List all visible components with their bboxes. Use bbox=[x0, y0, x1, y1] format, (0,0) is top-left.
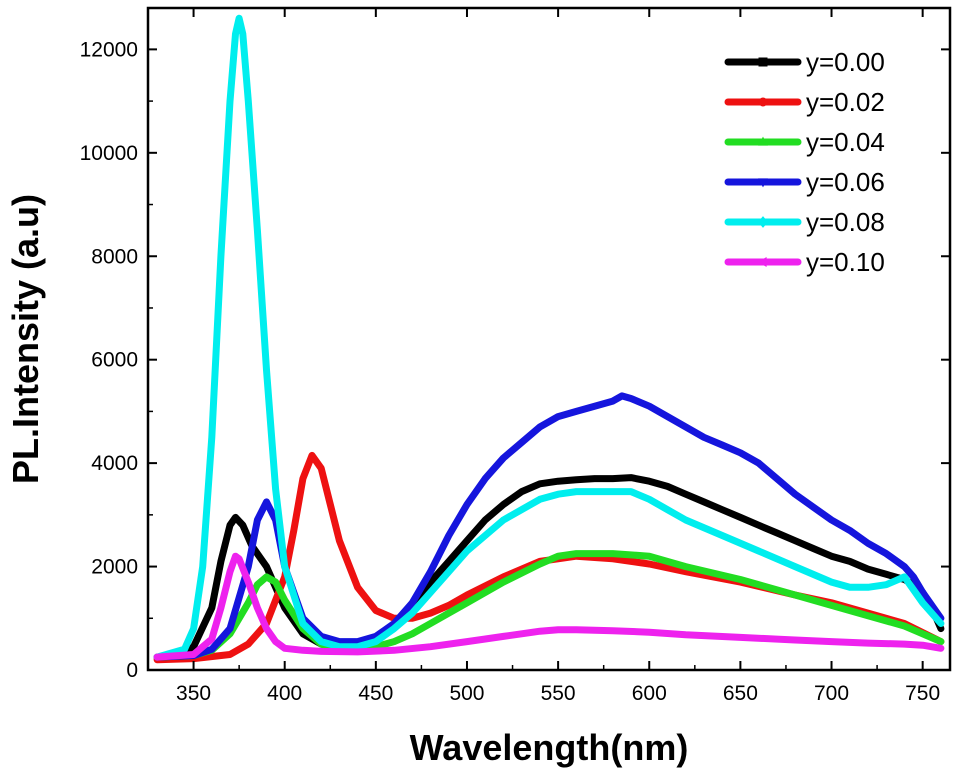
y-tick-label: 8000 bbox=[91, 245, 138, 268]
legend-marker bbox=[758, 178, 768, 188]
x-tick-label: 700 bbox=[814, 682, 849, 705]
legend-label: y=0.02 bbox=[806, 87, 885, 117]
legend-item: y=0.10 bbox=[724, 247, 885, 277]
y-tick-label: 10000 bbox=[80, 142, 138, 165]
x-tick-label: 400 bbox=[267, 682, 302, 705]
legend-label: y=0.08 bbox=[806, 207, 885, 237]
legend-item: y=0.00 bbox=[724, 47, 885, 77]
legend: y=0.00 y=0.02 y=0.04 y=0.06 y=0.08 y=0.10 bbox=[724, 47, 885, 277]
x-axis-title: Wavelength(nm) bbox=[410, 727, 689, 768]
x-tick-label: 650 bbox=[723, 682, 758, 705]
legend-marker bbox=[758, 216, 768, 228]
y-tick-label: 12000 bbox=[80, 38, 138, 61]
legend-label: y=0.06 bbox=[806, 167, 885, 197]
legend-item: y=0.08 bbox=[724, 207, 885, 237]
legend-item: y=0.02 bbox=[724, 87, 885, 117]
y-tick-label: 6000 bbox=[91, 349, 138, 372]
y-tick-label: 4000 bbox=[91, 452, 138, 475]
legend-marker bbox=[758, 57, 768, 67]
y-axis-title: PL.Intensity (a.u) bbox=[5, 194, 46, 484]
x-tick-label: 600 bbox=[632, 682, 667, 705]
x-tick-label: 550 bbox=[541, 682, 576, 705]
x-tick-label: 350 bbox=[176, 682, 211, 705]
x-tick-label: 500 bbox=[449, 682, 484, 705]
y-tick-label: 2000 bbox=[91, 556, 138, 579]
x-tick-label: 750 bbox=[905, 682, 940, 705]
legend-marker bbox=[758, 97, 768, 107]
series-layer bbox=[153, 14, 945, 664]
y-tick-label: 0 bbox=[126, 659, 138, 682]
legend-marker bbox=[758, 136, 768, 146]
series-line-4 bbox=[153, 14, 945, 661]
legend-item: y=0.04 bbox=[724, 127, 885, 157]
legend-label: y=0.04 bbox=[806, 127, 885, 157]
series-line-5 bbox=[153, 552, 945, 661]
plot-frame bbox=[146, 6, 952, 672]
legend-label: y=0.00 bbox=[806, 47, 885, 77]
legend-label: y=0.10 bbox=[806, 247, 885, 277]
axes-layer: 350 400 450 500 550 600 650 700 750 0 2000 4000 6000… bbox=[80, 8, 950, 705]
legend-marker bbox=[757, 257, 767, 267]
x-tick-label: 450 bbox=[358, 682, 393, 705]
series-line-2 bbox=[153, 550, 945, 661]
legend-item: y=0.06 bbox=[724, 167, 885, 197]
